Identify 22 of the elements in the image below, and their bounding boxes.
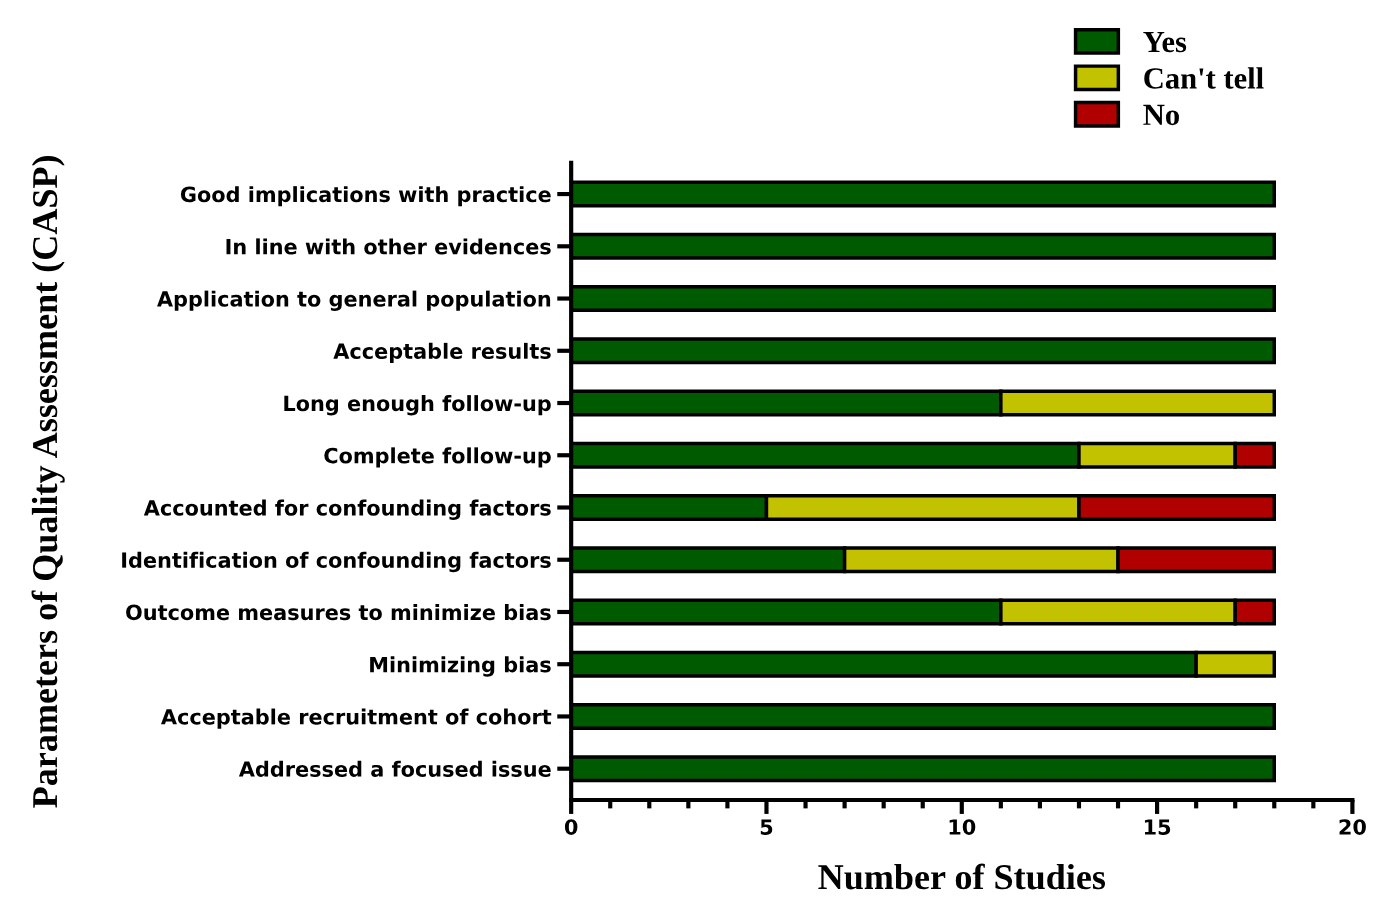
- x-tick-label: 20: [1339, 819, 1366, 835]
- y-tick-label: Complete follow-up: [324, 447, 551, 468]
- legend-label: No: [1143, 104, 1179, 126]
- x-axis-title: Number of Studies: [818, 863, 1106, 890]
- x-tick-label: 5: [760, 819, 773, 835]
- y-tick-label: Addressed a focused issue: [238, 760, 551, 777]
- x-tick-label: 15: [1144, 819, 1171, 835]
- y-tick-label: Acceptable recruitment of cohort: [161, 708, 552, 729]
- y-tick-label: Long enough follow-up: [284, 395, 551, 416]
- y-tick-label: Identification of confounding factors: [122, 551, 551, 573]
- x-tick-label: 10: [949, 819, 976, 835]
- x-tick-label: 0: [564, 819, 578, 835]
- y-tick-label: Outcome measures to minimize bias: [126, 604, 551, 621]
- y-tick-label: Good implications with practice: [180, 186, 551, 207]
- legend-label: Can't tell: [1144, 67, 1264, 89]
- y-tick-label: Application to general population: [157, 290, 551, 311]
- y-tick-label: Accounted for confounding factors: [143, 499, 551, 520]
- legend-label: Yes: [1143, 31, 1187, 53]
- y-axis-title: Parameters of Quality Assessment (CASP): [31, 156, 65, 808]
- y-tick-label: In line with other evidences: [226, 238, 551, 255]
- y-tick-label: Acceptable results: [333, 342, 551, 364]
- y-tick-label: Minimizing bias: [370, 656, 551, 677]
